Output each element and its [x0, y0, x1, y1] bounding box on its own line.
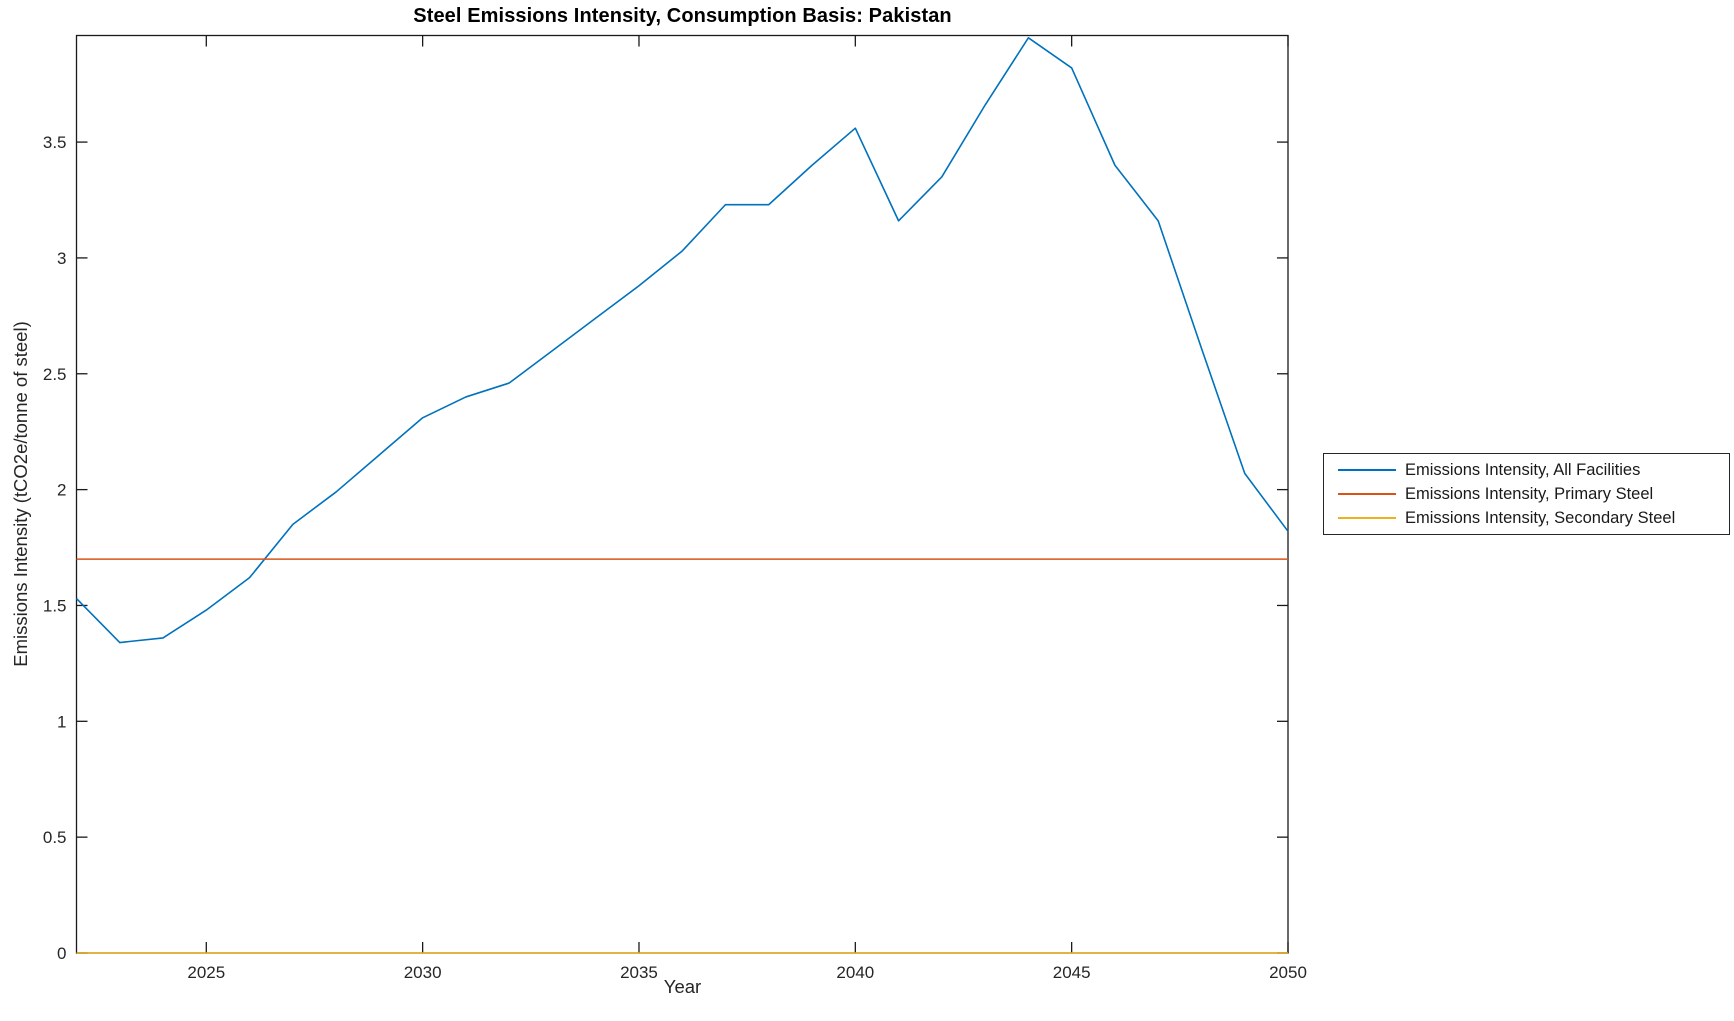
legend-line-sample-all-facilities [1338, 469, 1396, 471]
axes-frame [75, 34, 1289, 954]
legend-line-sample-primary-steel [1338, 493, 1396, 495]
legend-item-secondary-steel: Emissions Intensity, Secondary Steel [1324, 506, 1729, 530]
series-line-emissions-intensity-all-facilities [75, 37, 1289, 644]
x-axis-ticks: 2025 2030 2035 2040 2045 2050 [187, 35, 1307, 982]
y-tick-label: 3 [57, 249, 66, 268]
x-tick-label: 2040 [836, 963, 874, 982]
y-tick-label: 2.5 [43, 365, 67, 384]
y-tick-label: 3.5 [43, 133, 67, 152]
legend-item-all-facilities: Emissions Intensity, All Facilities [1324, 458, 1729, 482]
x-tick-label: 2045 [1053, 963, 1091, 982]
y-axis-ticks: 0 0.5 1 1.5 2 2.5 3 3.5 [43, 133, 1288, 963]
y-tick-label: 2 [57, 481, 66, 500]
y-tick-label: 1 [57, 712, 66, 731]
x-tick-label: 2050 [1269, 963, 1307, 982]
chart-title: Steel Emissions Intensity, Consumption B… [413, 5, 952, 27]
y-tick-label: 1.5 [43, 596, 67, 615]
legend-label: Emissions Intensity, Secondary Steel [1405, 508, 1676, 527]
legend-label: Emissions Intensity, All Facilities [1405, 460, 1641, 479]
legend: Emissions Intensity, All Facilities Emis… [1323, 453, 1730, 535]
x-tick-label: 2035 [620, 963, 658, 982]
legend-line-sample-secondary-steel [1338, 517, 1396, 519]
x-axis-label: Year [663, 976, 702, 997]
x-tick-label: 2030 [404, 963, 442, 982]
y-tick-label: 0.5 [43, 828, 67, 847]
legend-label: Emissions Intensity, Primary Steel [1405, 484, 1654, 503]
y-tick-label: 0 [57, 944, 66, 963]
legend-item-primary-steel: Emissions Intensity, Primary Steel [1324, 482, 1729, 506]
x-tick-label: 2025 [187, 963, 225, 982]
y-axis-label: Emissions Intensity (tCO2e/tonne of stee… [10, 321, 31, 667]
